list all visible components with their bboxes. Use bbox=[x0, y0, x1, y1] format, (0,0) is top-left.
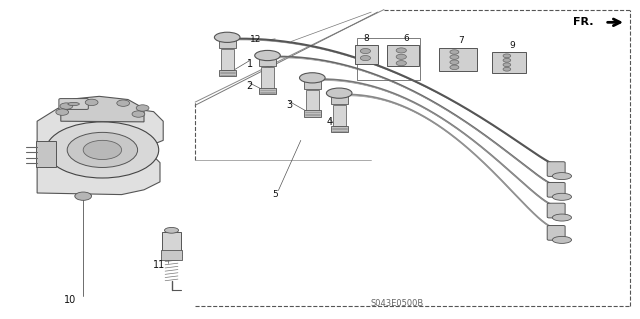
FancyBboxPatch shape bbox=[259, 58, 276, 66]
FancyBboxPatch shape bbox=[161, 250, 182, 260]
FancyBboxPatch shape bbox=[221, 49, 234, 70]
FancyBboxPatch shape bbox=[547, 162, 565, 176]
Ellipse shape bbox=[68, 102, 79, 106]
FancyBboxPatch shape bbox=[306, 90, 319, 111]
Ellipse shape bbox=[326, 88, 352, 98]
Text: 3: 3 bbox=[286, 100, 292, 110]
Circle shape bbox=[450, 65, 459, 70]
Text: 4: 4 bbox=[326, 117, 333, 127]
FancyBboxPatch shape bbox=[492, 52, 526, 73]
Ellipse shape bbox=[552, 236, 572, 243]
Ellipse shape bbox=[214, 32, 240, 42]
Text: 9: 9 bbox=[509, 41, 515, 50]
FancyBboxPatch shape bbox=[261, 67, 274, 89]
FancyBboxPatch shape bbox=[331, 95, 348, 104]
Circle shape bbox=[360, 48, 371, 54]
Circle shape bbox=[75, 192, 92, 200]
FancyBboxPatch shape bbox=[304, 80, 321, 89]
Circle shape bbox=[136, 105, 149, 111]
Text: 7: 7 bbox=[458, 36, 463, 45]
FancyBboxPatch shape bbox=[333, 105, 346, 126]
Ellipse shape bbox=[552, 214, 572, 221]
Circle shape bbox=[450, 50, 459, 54]
FancyBboxPatch shape bbox=[304, 110, 321, 117]
Circle shape bbox=[503, 67, 511, 71]
Ellipse shape bbox=[164, 227, 179, 233]
Text: 6: 6 bbox=[404, 34, 409, 43]
Ellipse shape bbox=[300, 73, 325, 83]
Circle shape bbox=[67, 132, 138, 167]
FancyBboxPatch shape bbox=[547, 182, 565, 197]
Circle shape bbox=[396, 54, 406, 59]
Text: FR.: FR. bbox=[573, 17, 594, 27]
Ellipse shape bbox=[552, 173, 572, 180]
Text: 2: 2 bbox=[246, 81, 253, 91]
Circle shape bbox=[360, 56, 371, 61]
Circle shape bbox=[83, 140, 122, 160]
Polygon shape bbox=[37, 102, 163, 195]
FancyBboxPatch shape bbox=[36, 141, 56, 167]
Circle shape bbox=[60, 103, 73, 109]
FancyBboxPatch shape bbox=[547, 226, 565, 240]
FancyBboxPatch shape bbox=[547, 203, 565, 218]
FancyBboxPatch shape bbox=[259, 88, 276, 94]
Circle shape bbox=[450, 55, 459, 59]
Circle shape bbox=[503, 54, 511, 58]
FancyBboxPatch shape bbox=[219, 40, 236, 48]
FancyBboxPatch shape bbox=[219, 70, 236, 76]
FancyBboxPatch shape bbox=[162, 232, 181, 251]
Circle shape bbox=[503, 63, 511, 67]
Text: S043E0500B: S043E0500B bbox=[370, 299, 424, 308]
FancyBboxPatch shape bbox=[59, 99, 88, 109]
Text: 1: 1 bbox=[246, 59, 253, 69]
Ellipse shape bbox=[255, 50, 280, 61]
Circle shape bbox=[46, 122, 159, 178]
Ellipse shape bbox=[552, 193, 572, 200]
Text: 10: 10 bbox=[64, 295, 77, 305]
Circle shape bbox=[132, 111, 145, 117]
Circle shape bbox=[116, 100, 129, 106]
Circle shape bbox=[450, 60, 459, 64]
Text: 11: 11 bbox=[153, 260, 165, 271]
Circle shape bbox=[56, 109, 68, 115]
FancyBboxPatch shape bbox=[331, 126, 348, 132]
Circle shape bbox=[396, 48, 406, 53]
FancyBboxPatch shape bbox=[355, 45, 378, 64]
Circle shape bbox=[85, 99, 98, 106]
Text: 8: 8 bbox=[364, 34, 369, 43]
FancyBboxPatch shape bbox=[387, 45, 419, 66]
Text: 12: 12 bbox=[250, 35, 262, 44]
Text: 5: 5 bbox=[273, 190, 278, 199]
FancyBboxPatch shape bbox=[439, 48, 477, 71]
Circle shape bbox=[396, 61, 406, 66]
Circle shape bbox=[503, 58, 511, 62]
Polygon shape bbox=[61, 96, 144, 122]
